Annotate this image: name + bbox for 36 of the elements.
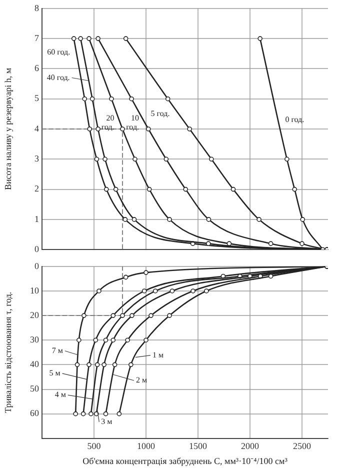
y-tick-label: 2	[34, 184, 39, 194]
x-tick-label: 1000	[137, 441, 156, 452]
text: 4 м	[54, 390, 66, 400]
text: 2 м	[136, 376, 148, 385]
y-tick-label: 8	[34, 2, 40, 13]
series-label: 1 м	[152, 350, 164, 360]
x-tick-label: 1500	[189, 441, 208, 452]
y-tick-label: 0	[34, 244, 40, 254]
x-tick-label: 500	[87, 441, 102, 452]
y-tick-label: 50	[30, 384, 40, 394]
series-label: 20 год.	[101, 114, 114, 132]
x-axis-title: Об'ємна концентрація забруднень С, мм³·10⁻⁴/100 см³	[82, 456, 288, 466]
y-tick-label: 6	[34, 63, 40, 74]
series-label: 5 год.	[150, 109, 170, 118]
x-tick-label: 2500	[293, 441, 312, 452]
x-tick-label: 2000	[241, 441, 260, 452]
y-axis-title: Тривалість відстоювання τ, год.	[2, 292, 13, 413]
y-tick-label: 1	[34, 214, 39, 224]
series-label: 60 год.	[47, 48, 70, 57]
y-tick-label: 10	[30, 285, 40, 296]
series-label: 10 год.	[126, 114, 140, 132]
y-tick-label: 7	[34, 32, 40, 43]
series-label: 7 м	[52, 346, 63, 355]
y-tick-label: 40	[30, 359, 40, 370]
series-label: 0 год.	[285, 115, 304, 124]
text: 40 год.	[46, 72, 70, 82]
y-tick-label: 5	[34, 93, 40, 104]
y-tick-label: 20	[30, 310, 40, 320]
text: 5 м	[49, 368, 60, 378]
y-tick-label: 3	[34, 154, 40, 164]
y-tick-label: 30	[30, 334, 40, 344]
y-tick-label: 0	[34, 260, 40, 271]
y-tick-label: 4	[34, 123, 40, 134]
series-label: 3 м	[101, 417, 112, 426]
y-tick-label: 60	[30, 408, 40, 418]
y-axis-title: Висота наливу у резервуарі h, м	[2, 68, 13, 190]
